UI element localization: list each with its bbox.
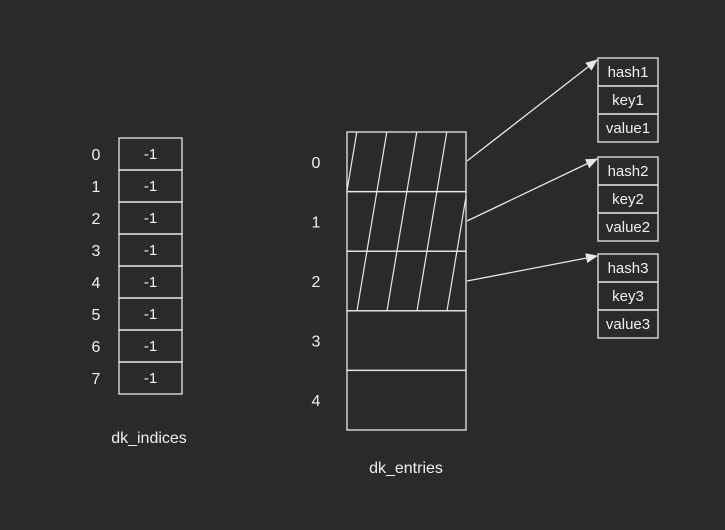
dk-indices-value: -1 xyxy=(144,370,157,387)
entry-hash-text: hash3 xyxy=(608,260,649,277)
dk-indices-value: -1 xyxy=(144,210,157,227)
dk-indices-caption: dk_indices xyxy=(111,430,187,447)
dk-entries-index-label: 1 xyxy=(312,214,321,231)
hatch-line xyxy=(356,132,388,311)
hatch-line xyxy=(416,132,448,311)
dk-indices-value: -1 xyxy=(144,146,157,163)
entry-key-text: key3 xyxy=(612,288,644,305)
dk-indices-index-label: 2 xyxy=(92,211,101,228)
dk-indices-index-label: 4 xyxy=(92,275,101,292)
dk-entries-caption: dk_entries xyxy=(369,460,443,477)
dk-entries-index-label: 2 xyxy=(312,274,321,291)
dk-indices-index-label: 3 xyxy=(92,243,101,260)
hatch-line xyxy=(507,131,537,311)
entry-arrows xyxy=(466,59,598,282)
dk-indices-index-label: 1 xyxy=(92,179,101,196)
entry-key-text: key2 xyxy=(612,191,644,208)
hatch-line xyxy=(386,132,418,311)
dk-indices-value: -1 xyxy=(144,242,157,259)
entry-records: hash1 key1 value1 hash2 key2 value2 hash3 key3 v… xyxy=(597,57,659,339)
hatch-line xyxy=(446,193,466,311)
entry-value-cell xyxy=(597,309,659,339)
dk-indices-cell xyxy=(118,361,183,395)
dk-entries-index-label: 4 xyxy=(312,393,321,410)
hatch-line xyxy=(477,131,507,311)
dk-indices-value: -1 xyxy=(144,306,157,323)
entry-hash-text: hash2 xyxy=(608,163,649,180)
dk-entries-array: 0 1 2 3 4 xyxy=(207,131,537,431)
entry-value-text: value2 xyxy=(606,219,650,236)
entry-value-text: value3 xyxy=(606,316,650,333)
entry-pointer-arrow xyxy=(466,253,598,282)
entry-value-cell xyxy=(597,212,659,242)
entry-value-text: value1 xyxy=(606,120,650,137)
hatch-line xyxy=(267,131,297,311)
dk-indices-index-label: 7 xyxy=(92,371,101,388)
dk-indices-array: -1 0 -1 1 -1 2 -1 3 -1 4 -1 5 -1 6 -1 7 xyxy=(92,137,183,395)
dk-indices-value: -1 xyxy=(144,274,157,291)
dk-entries-index-label: 0 xyxy=(312,155,321,172)
entry-hash-text: hash1 xyxy=(608,64,649,81)
entry-key-text: key1 xyxy=(612,92,644,109)
entry-pointer-arrow xyxy=(466,158,598,222)
entry-value-cell xyxy=(597,113,659,143)
dk-entries-slot-empty xyxy=(346,369,467,431)
hatch-line xyxy=(237,131,267,311)
dk-entries-slot-empty xyxy=(346,310,467,372)
entry-pointer-arrow xyxy=(466,59,598,162)
dk-indices-index-label: 5 xyxy=(92,307,101,324)
hatch-line xyxy=(207,131,237,311)
dk-indices-value: -1 xyxy=(144,338,157,355)
dk-indices-value: -1 xyxy=(144,178,157,195)
dk-entries-index-label: 3 xyxy=(312,334,321,351)
dk-entries-slot-filled xyxy=(346,190,467,252)
dk-entries-slot-filled xyxy=(346,131,467,193)
hatch-line xyxy=(347,132,358,195)
dk-indices-index-label: 0 xyxy=(92,147,101,164)
filled-slots-hatching xyxy=(207,131,537,311)
dk-indices-index-label: 6 xyxy=(92,339,101,356)
